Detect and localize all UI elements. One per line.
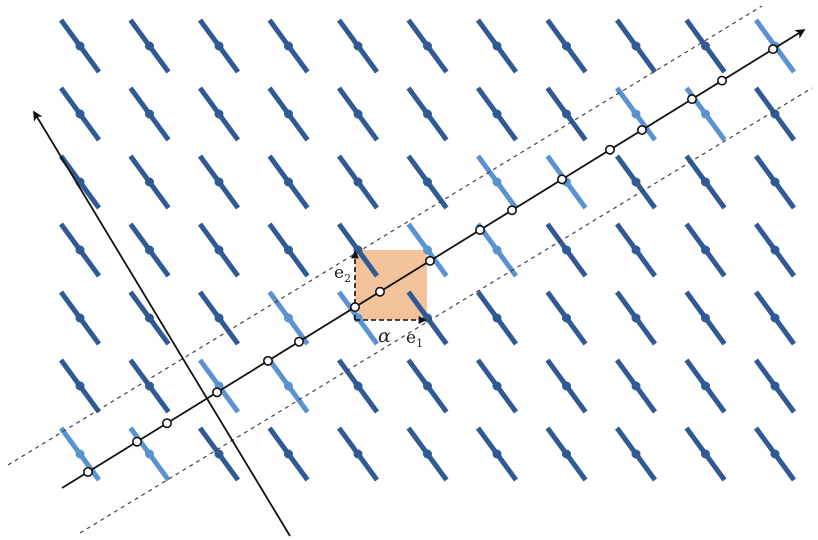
lattice-rod	[545, 290, 588, 346]
lattice-rod	[614, 290, 658, 346]
lattice-rod	[406, 18, 449, 74]
lattice-rod	[267, 222, 310, 278]
lattice-rod-highlight	[58, 426, 102, 482]
axis-point	[374, 286, 385, 297]
lattice-rod	[684, 222, 727, 278]
lattice-rod	[753, 86, 797, 142]
lattice-rod	[684, 18, 727, 74]
lattice-rod	[267, 154, 310, 210]
lattice-rod	[406, 154, 449, 210]
lattice-rod	[197, 222, 241, 278]
lattice-rod	[684, 154, 727, 210]
axis-point	[686, 94, 697, 105]
lattice-rod-highlight	[406, 222, 449, 278]
axis-point	[162, 418, 173, 429]
lattice-rod	[753, 222, 797, 278]
lattice-rod-highlight	[267, 358, 310, 414]
lattice-rod	[753, 358, 797, 414]
axis-point	[349, 302, 360, 313]
axis-point	[293, 336, 304, 347]
lattice-rod	[336, 426, 380, 482]
axis-point	[767, 44, 778, 55]
axis-point	[474, 224, 485, 235]
axis-point	[212, 387, 223, 398]
lattice-rod	[545, 86, 588, 142]
lattice-rod	[58, 290, 102, 346]
axis-point	[132, 436, 143, 447]
lattice-rod	[128, 86, 171, 142]
lattice-rod	[336, 18, 380, 74]
lattice-rod	[753, 290, 797, 346]
lattice-rod	[545, 222, 588, 278]
lattice-rod	[614, 222, 658, 278]
lattice-rod	[58, 358, 102, 414]
lattice-rod-highlight	[128, 426, 171, 482]
lattice-rod	[406, 358, 449, 414]
lattice-rod	[684, 290, 727, 346]
lattice-rod	[475, 426, 519, 482]
lattice-rod	[336, 86, 380, 142]
lattice-rod	[475, 18, 519, 74]
lattice-rod	[197, 86, 241, 142]
upper-dashed-line	[7, 5, 763, 466]
lattice-rod	[197, 426, 241, 482]
axis-points	[83, 44, 778, 477]
axis-point	[716, 75, 727, 86]
lattice-rod	[614, 426, 658, 482]
axis-point	[506, 205, 517, 216]
lattice-rod	[197, 154, 241, 210]
lattice-rod	[475, 290, 519, 346]
lattice-rod	[58, 222, 102, 278]
lattice-rod	[267, 18, 310, 74]
lattice-rod	[128, 18, 171, 74]
lattice-rod	[545, 426, 588, 482]
e2-label: e2	[334, 263, 351, 285]
alpha-label: α	[378, 325, 391, 347]
lattice-rod	[406, 426, 449, 482]
axis-point	[83, 466, 94, 477]
lattice-rod	[614, 154, 658, 210]
lattice-rod-highlight	[614, 86, 658, 142]
lattice-rod	[475, 86, 519, 142]
e1-label: e1	[406, 328, 423, 350]
lattice-rod	[58, 18, 102, 74]
lattice-rod-highlight	[475, 154, 519, 210]
axis-point	[556, 174, 567, 185]
lower-dashed-line	[79, 87, 813, 534]
lattice-rod	[753, 426, 797, 482]
axis-point	[604, 144, 615, 155]
lattice-rod	[684, 358, 727, 414]
lattice-rod	[545, 18, 588, 74]
axis-point	[636, 124, 647, 135]
lattice-rod	[128, 154, 171, 210]
lattice-rod	[614, 18, 658, 74]
lattice-rod-highlight	[475, 222, 519, 278]
lattice-rods	[58, 18, 797, 482]
lattice-rod-highlight	[267, 290, 310, 346]
axis-point	[424, 255, 435, 266]
lattice-rod	[128, 290, 171, 346]
lattice-rod	[336, 358, 380, 414]
lattice-rod	[545, 358, 588, 414]
lattice-rod	[197, 18, 241, 74]
lattice-rod	[58, 86, 102, 142]
perpendicular-axis-arrow	[33, 110, 291, 537]
lattice-rod-highlight	[197, 358, 241, 414]
lattice-rod	[336, 154, 380, 210]
lattice-rod	[406, 86, 449, 142]
lattice-rod	[267, 86, 310, 142]
lattice-rod	[58, 154, 102, 210]
lattice-rod	[753, 154, 797, 210]
lattice-rod	[197, 290, 241, 346]
lattice-rod	[267, 426, 310, 482]
lattice-rod	[128, 222, 171, 278]
lattice-rod	[475, 358, 519, 414]
lattice-rod-highlight	[545, 154, 588, 210]
lattice-rod	[128, 358, 171, 414]
lattice-rod	[614, 358, 658, 414]
axis-point	[262, 355, 273, 366]
lattice-rod	[684, 426, 727, 482]
